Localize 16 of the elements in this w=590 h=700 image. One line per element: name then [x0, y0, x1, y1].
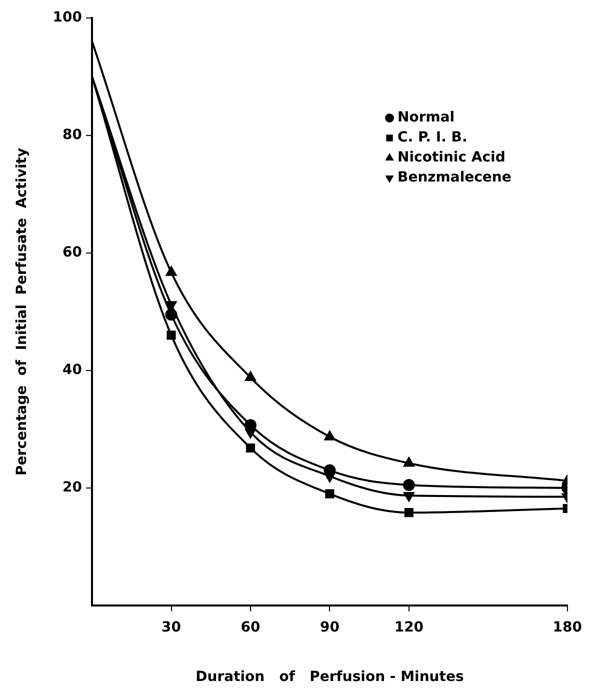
y-tick-label: 20 [62, 480, 82, 496]
legend-label: C. P. I. B. [398, 130, 468, 146]
x-tick-label: 180 [552, 619, 582, 636]
y-tick-label: 60 [62, 244, 82, 261]
y-tick-label: 40 [62, 362, 82, 378]
x-tick-label: 90 [320, 619, 340, 636]
y-tick-label: 80 [62, 127, 82, 144]
x-axis-title: Duration of Perfusion - Minutes [196, 669, 464, 686]
x-tick-label: 60 [240, 619, 260, 636]
legend-label: Normal [398, 110, 455, 126]
y-axis-title: Percentage of Initial Perfusate Activity [14, 148, 30, 476]
x-tick-label: 120 [394, 619, 424, 636]
legend-label: Nicotinic Acid [398, 150, 506, 166]
x-tick-label: 30 [162, 619, 182, 636]
y-tick-label: 100 [52, 10, 82, 26]
legend-label: Benzmalecene [398, 170, 512, 186]
